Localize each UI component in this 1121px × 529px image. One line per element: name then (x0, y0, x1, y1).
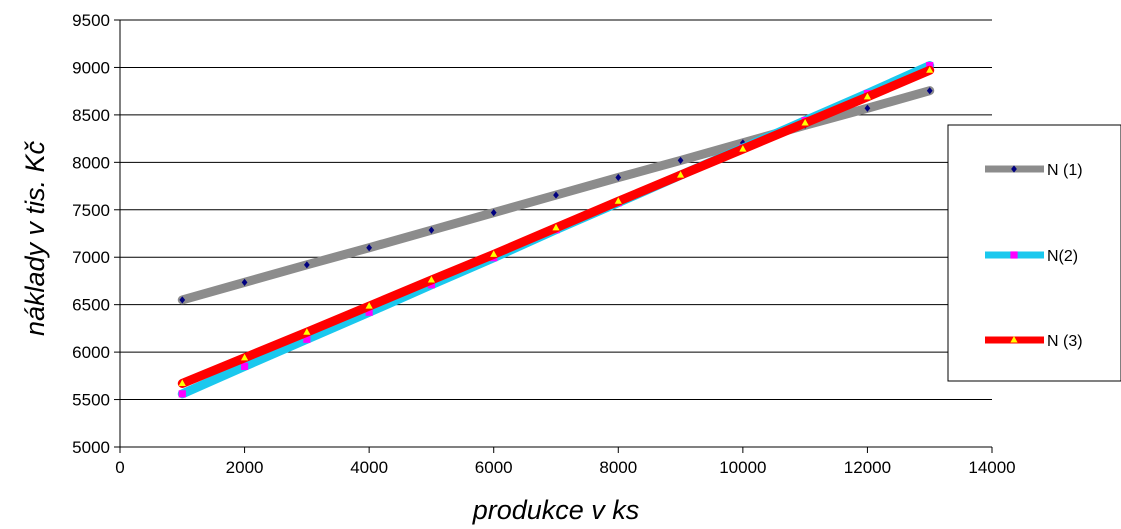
y-tick-label: 7000 (72, 248, 110, 267)
data-point (366, 244, 373, 252)
data-point (178, 390, 186, 398)
y-tick-labels: 5000 5500 6000 6500 7000 7500 8000 8500 9000 9500 (72, 11, 110, 457)
data-point (863, 92, 872, 100)
data-point (365, 302, 373, 309)
y-tick-label: 7500 (72, 201, 110, 220)
data-point (677, 156, 684, 165)
x-tick-labels: 0 2000 4000 6000 8000 10000 12000 14000 (115, 458, 1015, 477)
y-tick-label: 6000 (72, 343, 110, 362)
y-tick-label: 9000 (72, 58, 110, 77)
x-tick-label: 0 (115, 458, 124, 477)
series-3 (177, 65, 935, 388)
data-point (926, 66, 934, 73)
data-point (739, 145, 747, 152)
data-point (864, 104, 871, 112)
x-tick-label: 12000 (844, 458, 891, 477)
data-point (926, 87, 933, 95)
y-tick-label: 5500 (72, 391, 110, 410)
x-axis-title: produkce v ks (472, 495, 640, 525)
data-point (926, 61, 934, 70)
data-point (614, 197, 622, 204)
data-point (241, 278, 248, 286)
data-point (552, 223, 560, 231)
grid-lines (120, 19, 992, 401)
data-point (801, 118, 809, 126)
y-tick-label: 8500 (72, 106, 110, 125)
x-tick-label: 4000 (350, 458, 388, 477)
legend-label: N (1) (1047, 162, 1083, 179)
legend-entry-1: N (1) (985, 162, 1083, 179)
legend-label: N(2) (1047, 248, 1078, 265)
legend-marker (1011, 165, 1017, 173)
y-tick-label: 8000 (72, 153, 110, 172)
axes (114, 19, 993, 453)
y-tick-label: 6500 (72, 296, 110, 315)
legend: N (1) N(2) N (3) (947, 124, 1121, 382)
x-tick-label: 8000 (599, 458, 637, 477)
data-point (365, 308, 373, 316)
y-tick-label: 9500 (72, 11, 110, 30)
data-point (303, 335, 311, 343)
data-point (179, 296, 186, 304)
legend-label: N (3) (1047, 333, 1083, 350)
data-point (427, 276, 436, 283)
x-tick-label: 6000 (475, 458, 513, 477)
legend-entry-3: N (3) (985, 333, 1083, 350)
legend-marker (1010, 251, 1018, 259)
data-point (240, 362, 249, 370)
y-tick-label: 5000 (72, 438, 110, 457)
legend-entry-2: N(2) (985, 248, 1078, 265)
data-point (615, 173, 622, 182)
x-tick-label: 10000 (719, 458, 766, 477)
data-point (490, 209, 497, 217)
data-point (303, 328, 311, 335)
data-point (676, 171, 685, 178)
legend-marker (1010, 336, 1018, 343)
data-point (553, 191, 559, 199)
data-point (178, 379, 186, 386)
data-point (303, 261, 310, 269)
y-axis-title: náklady v tis. Kč (20, 140, 50, 336)
x-tick-label: 14000 (968, 458, 1015, 477)
data-point (490, 250, 498, 257)
series-layer (177, 61, 935, 399)
data-point (428, 226, 435, 234)
x-tick-label: 2000 (226, 458, 264, 477)
data-point (240, 353, 249, 361)
